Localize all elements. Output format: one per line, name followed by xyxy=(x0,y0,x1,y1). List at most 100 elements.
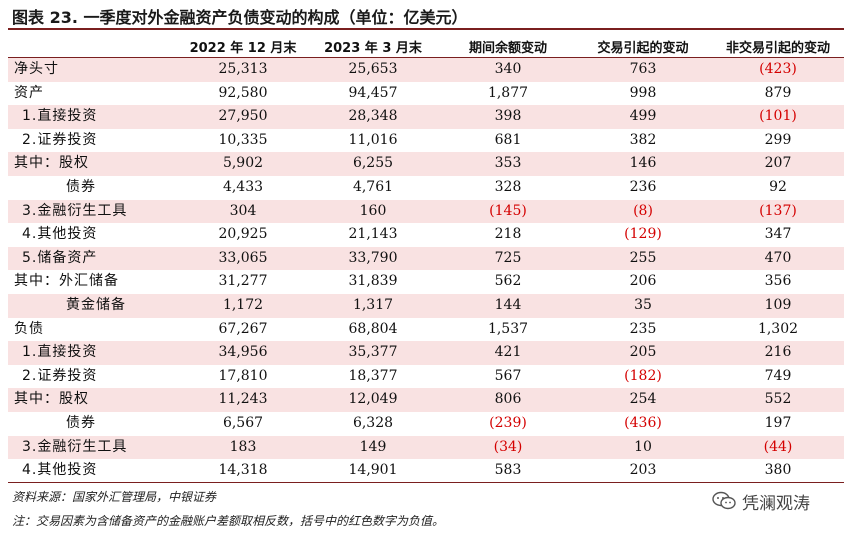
table-cell: 4,761 xyxy=(352,178,394,195)
table-cell: 21,143 xyxy=(348,226,398,243)
table-row: 负债 67,267 68,804 1,537 235 1,302 xyxy=(8,318,844,342)
table-cell: 299 xyxy=(764,131,792,148)
table-bottom-rule xyxy=(8,482,844,483)
table-cell: 6,567 xyxy=(222,414,264,431)
table-row: 3.金融衍生工具 183 149 (34) 10 (44) xyxy=(8,435,844,460)
table-cell: 470 xyxy=(764,249,792,266)
table-cell: 353 xyxy=(494,155,522,172)
table-cell: 183 xyxy=(229,438,257,455)
table-cell: 27,950 xyxy=(218,108,268,125)
row-label: 债券 xyxy=(66,414,96,431)
figure-title: 图表 23. 一季度对外金融资产负债变动的构成（单位：亿美元） xyxy=(12,8,468,27)
table-cell: 1,172 xyxy=(222,296,264,313)
row-label: 资产 xyxy=(14,84,44,101)
table-cell: 149 xyxy=(359,438,387,455)
row-label: 债券 xyxy=(66,178,96,195)
table-row: 4.其他投资 20,925 21,143 218 (129) 347 xyxy=(8,223,844,247)
footnote: 注：交易因素为含储备资产的金融账户差额取相反数，括号中的红色数字为负值。 xyxy=(12,514,445,528)
column-header: 期间余额变动 xyxy=(468,41,547,56)
table-cell: (423) xyxy=(759,61,797,77)
row-label: 其中：股权 xyxy=(14,155,89,172)
table-cell: 562 xyxy=(494,273,522,290)
table-cell: 216 xyxy=(764,344,792,361)
table-row: 资产 92,580 94,457 1,877 998 879 xyxy=(8,82,844,106)
column-header: 2023 年 3 月末 xyxy=(324,41,422,56)
title-bar: 图表 23. 一季度对外金融资产负债变动的构成（单位：亿美元） xyxy=(8,2,844,30)
source-note: 资料来源：国家外汇管理局，中银证券 xyxy=(12,490,217,504)
watermark-text: 凭澜观涛 xyxy=(742,493,810,514)
table-cell: 4,433 xyxy=(222,178,264,195)
table-cell: 879 xyxy=(764,84,792,101)
table-cell: (129) xyxy=(624,226,662,243)
table-cell: 197 xyxy=(764,414,792,431)
table-cell: 356 xyxy=(764,273,792,290)
table-row: 2.证券投资 17,810 18,377 567 (182) 749 xyxy=(8,365,844,389)
table-cell: 235 xyxy=(629,320,657,337)
row-label: 3.金融衍生工具 xyxy=(22,438,128,455)
row-label: 其中：外汇储备 xyxy=(14,273,119,290)
table-cell: 25,653 xyxy=(348,61,398,77)
table-cell: 1,877 xyxy=(487,84,529,101)
table-cell: 806 xyxy=(494,391,522,408)
table-cell: 304 xyxy=(229,202,257,219)
table-cell: 92,580 xyxy=(218,84,268,101)
table-cell: 583 xyxy=(494,462,522,479)
table-cell: (137) xyxy=(759,202,797,219)
table-row: 1.直接投资 34,956 35,377 421 205 216 xyxy=(8,341,844,365)
table-cell: 681 xyxy=(494,131,522,148)
table-cell: 382 xyxy=(629,131,657,148)
table-row: 净头寸 25,313 25,653 340 763 (423) xyxy=(8,58,844,82)
table-cell: (101) xyxy=(759,108,797,125)
table-cell: 92 xyxy=(769,178,787,195)
row-label: 负债 xyxy=(14,320,44,337)
table-cell: 421 xyxy=(494,344,522,361)
table-cell: 34,956 xyxy=(218,344,268,361)
row-label: 黄金储备 xyxy=(66,296,126,313)
table-row: 3.金融衍生工具 304 160 (145) (8) (137) xyxy=(8,199,844,224)
table-cell: 25,313 xyxy=(218,61,268,77)
watermark: 凭澜观涛 xyxy=(712,488,810,514)
table-header: 2022 年 12 月末 2023 年 3 月末 期间余额变动 交易引起的变动 … xyxy=(8,33,844,58)
table-cell: 6,255 xyxy=(352,155,394,172)
table-cell: 31,277 xyxy=(218,273,268,290)
column-header: 非交易引起的变动 xyxy=(725,41,830,56)
table-cell: 1,302 xyxy=(757,320,799,337)
table-cell: 499 xyxy=(629,108,657,125)
table-cell: 236 xyxy=(629,178,657,195)
table-cell: 35 xyxy=(634,296,652,313)
table-cell: 17,810 xyxy=(218,367,268,384)
table-row: 4.其他投资 14,318 14,901 583 203 380 xyxy=(8,459,844,483)
table-cell: 347 xyxy=(764,226,792,243)
table-cell: 328 xyxy=(494,178,522,195)
table-cell: 20,925 xyxy=(218,226,268,243)
table-cell: (182) xyxy=(624,367,662,384)
table-cell: (44) xyxy=(763,438,793,455)
table-cell: (436) xyxy=(624,414,662,431)
row-label: 2.证券投资 xyxy=(22,367,98,384)
table-cell: 18,377 xyxy=(348,367,398,384)
table-cell: 380 xyxy=(764,462,792,479)
table-cell: 33,790 xyxy=(348,249,398,266)
table-cell: 14,901 xyxy=(348,462,398,479)
table-cell: 203 xyxy=(629,462,657,479)
table-cell: 218 xyxy=(494,226,522,243)
table-cell: 749 xyxy=(764,367,792,384)
table-row: 其中：股权 11,243 12,049 806 254 552 xyxy=(8,388,844,412)
table-cell: 398 xyxy=(494,108,522,125)
row-label: 4.其他投资 xyxy=(22,226,98,243)
table-cell: 1,537 xyxy=(487,320,529,337)
table-row: 债券 4,433 4,761 328 236 92 xyxy=(8,176,844,200)
row-label: 3.金融衍生工具 xyxy=(22,202,128,219)
table-cell: (145) xyxy=(489,202,527,219)
table-cell: 33,065 xyxy=(218,249,268,266)
table-cell: 206 xyxy=(629,273,657,290)
row-label: 5.储备资产 xyxy=(22,249,98,266)
wechat-icon xyxy=(712,491,736,511)
table-row: 其中：外汇储备 31,277 31,839 562 206 356 xyxy=(8,270,844,294)
row-label: 1.直接投资 xyxy=(22,108,98,125)
table-cell: 31,839 xyxy=(348,273,398,290)
table-row: 其中：股权 5,902 6,255 353 146 207 xyxy=(8,152,844,176)
row-label: 其中：股权 xyxy=(14,391,89,408)
table-cell: 340 xyxy=(494,61,522,77)
table-cell: 254 xyxy=(629,391,657,408)
